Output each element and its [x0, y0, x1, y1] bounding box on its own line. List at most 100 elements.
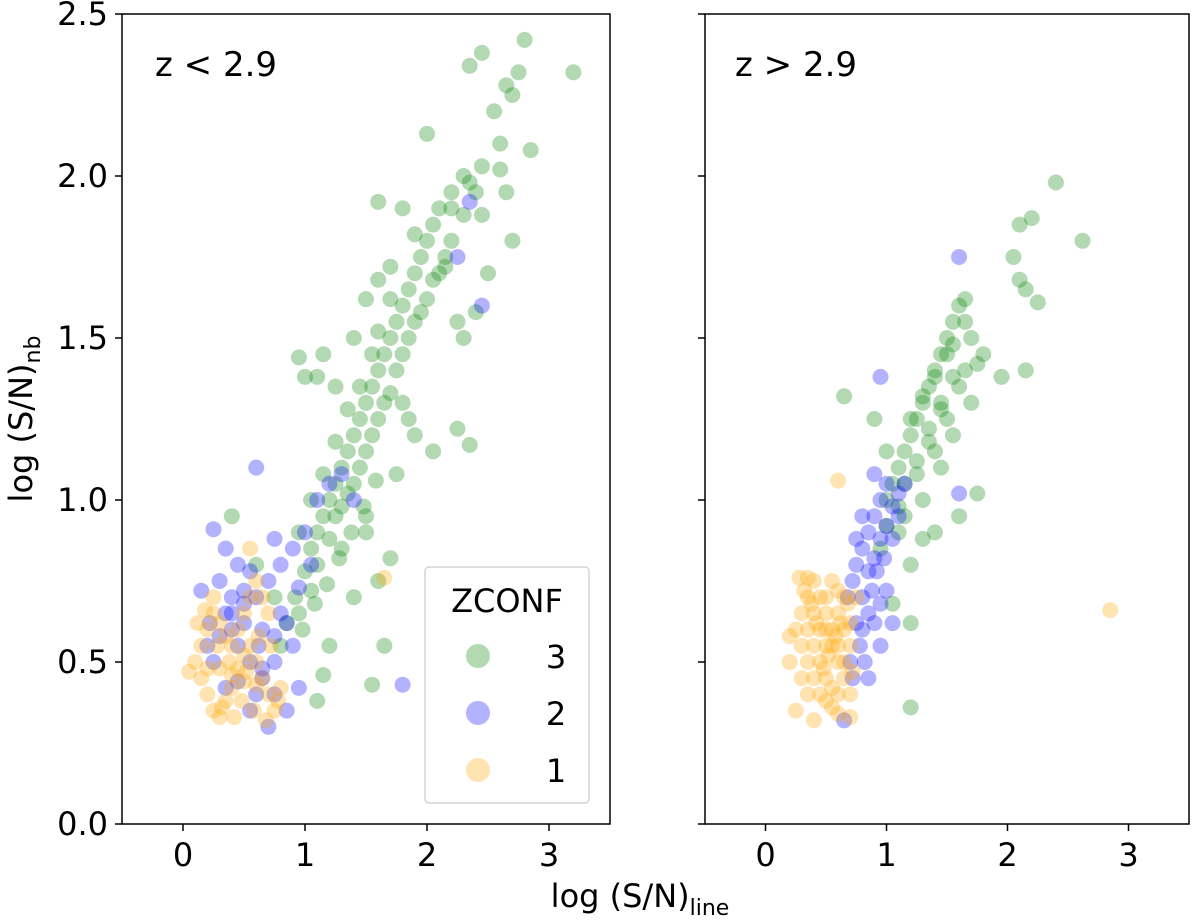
y-axis-label: log (S/N)nb: [2, 336, 46, 503]
data-point: [449, 420, 466, 437]
data-point: [217, 605, 234, 622]
data-point: [461, 193, 478, 210]
data-point: [836, 712, 853, 729]
data-point: [242, 563, 259, 580]
data-point: [248, 459, 265, 476]
data-point: [364, 346, 381, 363]
data-point: [449, 313, 466, 330]
data-point: [370, 271, 387, 288]
x-axis-label-sub: line: [690, 896, 730, 921]
data-point: [250, 628, 267, 645]
data-point: [818, 589, 834, 606]
data-point: [270, 692, 287, 709]
data-point: [1005, 249, 1022, 265]
data-point: [394, 676, 411, 693]
data-point: [866, 508, 883, 525]
data-point: [394, 297, 411, 314]
data-point: [321, 530, 338, 547]
data-point: [339, 485, 356, 502]
data-point: [884, 530, 901, 547]
data-point: [902, 411, 919, 427]
data-point: [254, 589, 271, 606]
data-point: [860, 605, 877, 622]
data-point: [226, 709, 243, 726]
data-point: [455, 168, 472, 184]
data-point: [926, 368, 943, 385]
data-point: [510, 64, 527, 81]
data-point: [951, 249, 968, 265]
data-point: [878, 517, 895, 534]
data-point: [945, 427, 961, 444]
data-point: [278, 702, 295, 719]
x-tick-label: 3: [1118, 836, 1138, 874]
data-point: [189, 615, 206, 632]
y-axis-label-sub: nb: [21, 336, 46, 364]
data-point: [245, 702, 262, 719]
data-point: [805, 712, 822, 729]
data-point: [890, 498, 907, 515]
data-point: [890, 459, 907, 476]
data-point: [473, 297, 490, 314]
data-point: [791, 569, 808, 586]
data-point: [1074, 232, 1091, 249]
data-point: [351, 459, 368, 476]
data-point: [364, 427, 381, 444]
data-point: [201, 615, 218, 632]
data-point: [818, 692, 834, 709]
data-point: [254, 670, 271, 687]
x-axis-label: log (S/N)line: [551, 877, 730, 921]
data-point: [878, 492, 895, 508]
data-point: [364, 676, 381, 693]
data-point: [309, 692, 326, 709]
data-point: [351, 411, 368, 427]
data-point: [793, 637, 810, 654]
data-point: [382, 330, 399, 346]
data-point: [939, 346, 955, 363]
data-point: [333, 498, 350, 515]
data-point: [321, 637, 338, 654]
data-point: [382, 258, 399, 275]
data-point: [431, 265, 448, 282]
data-point: [969, 355, 986, 372]
data-point: [364, 378, 381, 395]
data-point: [443, 184, 460, 201]
data-point: [872, 595, 889, 612]
data-point: [818, 605, 834, 622]
data-point: [812, 654, 828, 670]
data-point: [388, 313, 405, 330]
data-point: [425, 443, 442, 460]
data-point: [223, 508, 240, 525]
data-point: [896, 475, 913, 492]
data-point: [969, 485, 986, 502]
data-point: [309, 368, 326, 385]
data-point: [461, 174, 478, 191]
data-point: [248, 573, 265, 589]
data-point: [229, 556, 246, 573]
data-point: [345, 492, 362, 508]
data-point: [297, 368, 313, 385]
x-tick-label: 2: [997, 836, 1017, 874]
data-point: [406, 265, 423, 282]
legend-marker-2: [466, 701, 490, 725]
data-point: [933, 394, 949, 411]
data-point: [303, 492, 320, 508]
data-point: [781, 654, 798, 670]
data-point: [272, 679, 289, 696]
data-point: [1017, 281, 1034, 298]
data-point: [455, 206, 472, 223]
data-point: [866, 550, 883, 567]
data-point: [248, 556, 265, 573]
data-point: [914, 492, 931, 508]
y-tick-label: 0.0: [57, 805, 108, 843]
data-point: [321, 475, 338, 492]
data-point: [370, 411, 387, 427]
data-point: [367, 472, 384, 489]
data-point: [278, 615, 295, 632]
data-point: [345, 427, 362, 444]
svg-text:log (S/N)nb: log (S/N)nb: [2, 336, 46, 503]
data-point: [836, 589, 853, 606]
data-point: [848, 615, 865, 632]
data-point: [217, 540, 234, 557]
data-point: [957, 362, 974, 379]
